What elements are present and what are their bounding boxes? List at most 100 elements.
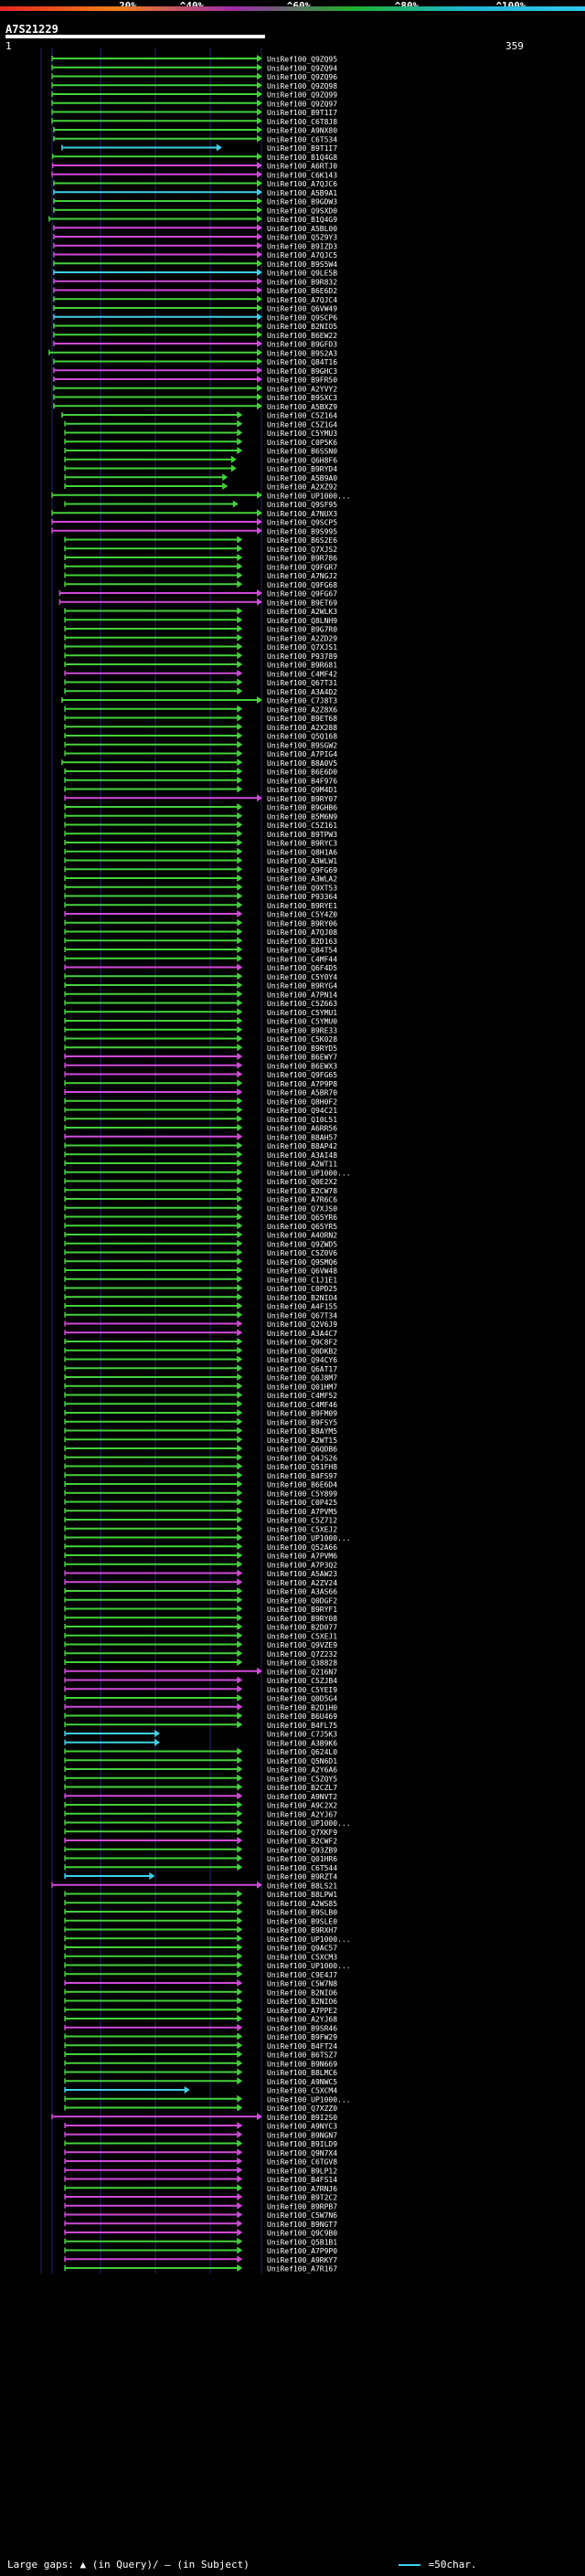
hit-label: UniRef100_B9RYG4	[267, 982, 337, 991]
hit-arrowhead	[237, 1106, 243, 1114]
hit-row: UniRef100_A2YVY2	[53, 384, 337, 393]
hit-row: UniRef100_C5W7N8	[64, 1979, 337, 1988]
hit-label: UniRef100_Q9FGR7	[267, 563, 337, 571]
hit-arrowhead	[237, 1649, 243, 1658]
hit-row: UniRef100_Q624L0	[64, 1747, 337, 1756]
hit-row: UniRef100_B1Q4G8	[51, 153, 337, 162]
hit-row: UniRef100_B8AYM5	[64, 1426, 337, 1436]
hit-row: UniRef100_Q7XJS1	[64, 642, 337, 652]
hit-label: UniRef100_A2ZV24	[267, 1579, 337, 1587]
hit-label: UniRef100_Q9C8F2	[267, 1339, 337, 1347]
hit-arrowhead	[237, 411, 243, 419]
hit-label: UniRef100_A5BR70	[267, 1089, 337, 1097]
hit-arrowhead	[237, 1890, 243, 1898]
hit-label: UniRef100_B2NIO6	[267, 1988, 337, 1997]
hit-label: UniRef100_Q9XT53	[267, 884, 337, 892]
hit-label: UniRef100_Q6VW49	[267, 305, 337, 313]
hit-row: UniRef100_C5W7N6	[64, 2210, 337, 2220]
hit-row: UniRef100_B9R786	[64, 554, 337, 563]
hit-row: UniRef100_Q94CY6	[64, 1355, 337, 1364]
hit-arrowhead	[257, 72, 262, 80]
hit-arrowhead	[257, 322, 262, 330]
hit-row: UniRef100_Q9ZQ95	[51, 55, 337, 64]
hit-row: UniRef100_A6RR56	[64, 1124, 337, 1133]
hit-arrowhead	[237, 1631, 243, 1639]
hit-label: UniRef100_C5Z161	[267, 822, 337, 830]
hit-label: UniRef100_C4MF52	[267, 1392, 337, 1400]
hit-label: UniRef100_B9ET68	[267, 715, 337, 723]
hit-row: UniRef100_B9SXC3	[53, 393, 337, 402]
hit-arrowhead	[237, 1203, 243, 1212]
hit-arrowhead	[237, 1480, 243, 1488]
hit-row: UniRef100_Q9SCP5	[51, 518, 337, 527]
hit-row: UniRef100_B8LMC6	[64, 2068, 337, 2077]
hit-label: UniRef100_Q93ZB9	[267, 1846, 337, 1854]
hit-arrowhead	[257, 348, 262, 356]
hit-label: UniRef100_Q7XJS1	[267, 643, 337, 652]
hit-arrowhead	[237, 1774, 243, 1782]
hit-arrowhead	[237, 1346, 243, 1354]
hit-row: UniRef100_B9RE33	[64, 1025, 337, 1034]
hit-label: UniRef100_Q6F4D5	[267, 964, 337, 972]
hit-arrowhead	[237, 1008, 243, 1016]
hit-row: UniRef100_B4FS14	[64, 2175, 337, 2184]
hit-row: UniRef100_Q2V6J9	[64, 1320, 337, 1329]
hit-row: UniRef100_Q9C9B0	[64, 2229, 337, 2238]
hit-arrowhead	[237, 1489, 243, 1497]
hit-row: UniRef100_Q7XJS0	[64, 1203, 337, 1213]
footer-gaps-legend: Large gaps: ▲ (in Query)/ — (in Subject)	[7, 2559, 250, 2571]
hit-label: UniRef100_B4FL75	[267, 1722, 337, 1730]
hit-arrowhead	[257, 241, 262, 249]
hit-row: UniRef100_A2ZV24	[64, 1578, 337, 1587]
hit-arrowhead	[237, 1267, 243, 1274]
hit-arrowhead	[237, 580, 243, 588]
hit-label: UniRef100_A5B9A0	[267, 474, 337, 482]
hit-row: UniRef100_A5BXZ9	[53, 402, 337, 411]
hit-row: UniRef100_B2NIO6	[64, 1997, 337, 2006]
hit-row: UniRef100_B9T1I7	[51, 108, 337, 117]
hit-label: UniRef100_A7QJC6	[267, 180, 337, 188]
hit-label: UniRef100_B6SSN0	[267, 448, 337, 456]
hit-arrowhead	[237, 1373, 243, 1381]
hit-row: UniRef100_A2WT11	[64, 1160, 337, 1169]
hit-arrowhead	[237, 946, 243, 953]
hit-row: UniRef100_B9RYD5	[64, 1044, 337, 1053]
hit-arrowhead	[237, 901, 243, 909]
hit-row: UniRef100_A2YJ67	[64, 1809, 337, 1818]
hit-row: UniRef100_A7PVM5	[64, 1507, 337, 1516]
hit-row: UniRef100_B9GFD3	[53, 340, 337, 349]
hit-label: UniRef100_A7QJC5	[267, 251, 337, 260]
hit-row: UniRef100_Q94C21	[64, 1106, 337, 1115]
hit-row: UniRef100_Q6AT17	[64, 1364, 337, 1373]
hit-arrowhead	[237, 1925, 243, 1934]
hit-arrowhead	[237, 1614, 243, 1622]
hit-label: UniRef100_B2D1H0	[267, 1703, 337, 1712]
hit-label: UniRef100_B8LPW1	[267, 1891, 337, 1899]
hit-label: UniRef100_C0P425	[267, 1499, 337, 1507]
hit-label: UniRef100_B6TSZ7	[267, 2051, 337, 2060]
hit-label: UniRef100_UP1000...	[267, 1534, 351, 1542]
hit-arrowhead	[237, 1524, 243, 1532]
hit-row: UniRef100_B2D077	[64, 1623, 337, 1632]
hit-label: UniRef100_C7J5K3	[267, 1731, 337, 1739]
hit-label: UniRef100_B2CW78	[267, 1187, 337, 1195]
hit-label: UniRef100_C6T544	[267, 1864, 337, 1872]
hit-row: UniRef100_B9G7R0	[64, 625, 337, 634]
hit-row: UniRef100_B6TSZ7	[64, 2051, 337, 2060]
hit-row: UniRef100_A2Y6A6	[64, 1765, 337, 1775]
hit-label: UniRef100_Q9M4D1	[267, 786, 337, 794]
hit-arrowhead	[237, 1409, 243, 1416]
hit-arrowhead	[237, 1801, 243, 1808]
hit-label: UniRef100_Q9VZE9	[267, 1641, 337, 1649]
hit-label: UniRef100_Q624L0	[267, 1748, 337, 1756]
hit-arrowhead	[237, 1186, 243, 1194]
hit-row: UniRef100_B9RYF1	[64, 1605, 337, 1614]
hit-label: UniRef100_Q2V6J9	[267, 1320, 337, 1329]
hit-arrowhead	[237, 758, 243, 767]
hit-arrowhead	[237, 768, 243, 775]
hit-arrowhead	[237, 883, 243, 891]
hit-row: UniRef100_A3WLA2	[64, 875, 337, 884]
hit-label: UniRef100_A6RR56	[267, 1125, 337, 1133]
hit-row: UniRef100_Q5B1B1	[64, 2237, 337, 2246]
hit-arrowhead	[237, 1623, 243, 1630]
